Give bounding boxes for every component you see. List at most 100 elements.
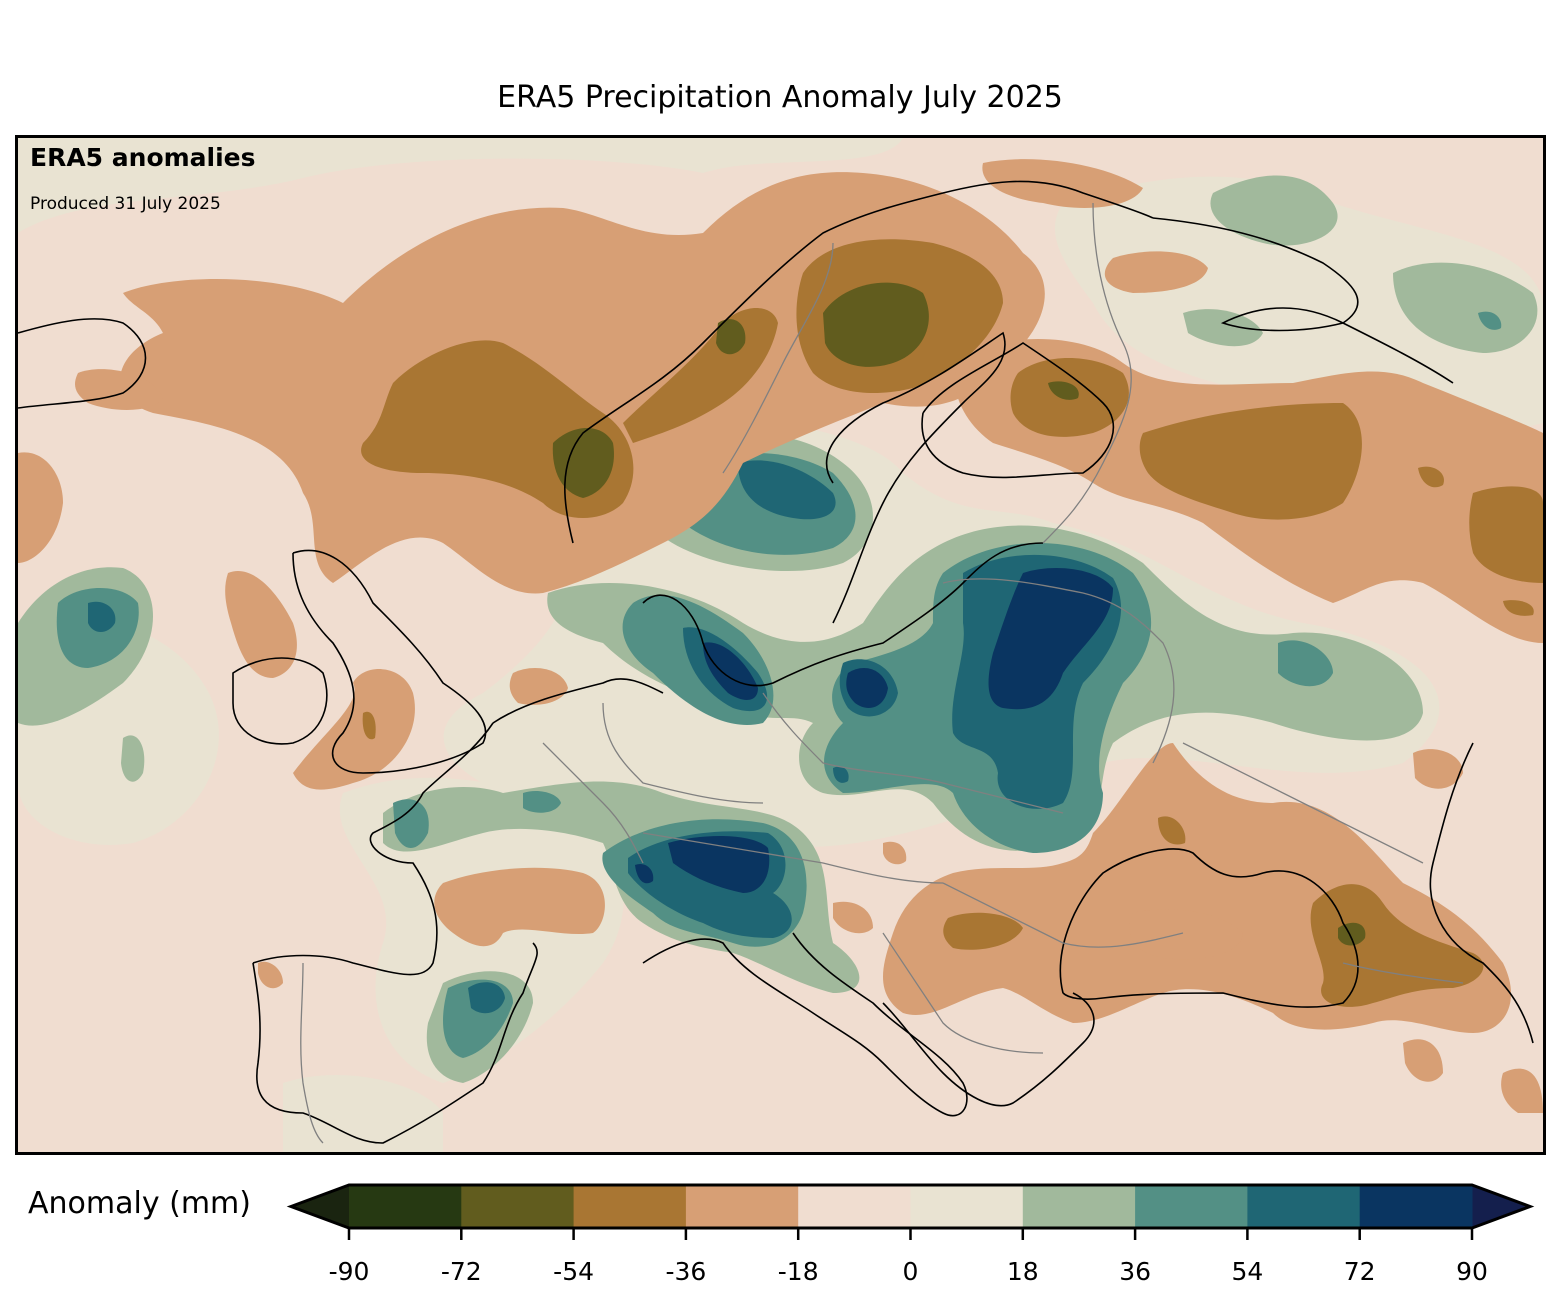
border: [1042, 202, 1132, 544]
contour-18-36: [1183, 309, 1263, 347]
contour-72-90: [635, 863, 654, 884]
colorbar-ticks: -90 -72 -54 -36 -18 0 18 36 54 72 90: [329, 1228, 1488, 1286]
contour-minus18-minus36: [982, 159, 1143, 208]
contour-0-18: [18, 138, 903, 233]
contour-minus36-minus54: [1139, 403, 1362, 520]
colorbar-bin: [685, 1185, 799, 1228]
colorbar-tick-label: -72: [441, 1257, 482, 1286]
contour-minus36-minus54: [1469, 486, 1543, 583]
colorbar-tick-label: -18: [778, 1257, 819, 1286]
contour-minus54-minus72: [716, 319, 746, 355]
coastline-black-sea: [1059, 848, 1359, 1008]
contour-minus54-minus72: [1338, 922, 1366, 946]
colorbar-bin: [798, 1185, 911, 1228]
contour-72-90: [846, 668, 888, 708]
border: [1342, 962, 1464, 984]
border: [882, 932, 1044, 1054]
contour-18-36: [121, 735, 145, 782]
contour-minus54-minus72: [823, 282, 929, 367]
colorbar-bin: [1135, 1185, 1248, 1228]
coastline-sweden: [825, 331, 1006, 624]
colorbar-tick-label: -90: [329, 1257, 370, 1286]
contour-minus18-minus36: [1403, 1039, 1443, 1082]
colorbar-bins: [286, 1183, 1535, 1230]
contour-minus36-minus54: [362, 711, 376, 740]
border: [722, 242, 834, 474]
contour-minus36-minus54: [943, 912, 1023, 950]
coastline-italy: [642, 932, 968, 1117]
colorbar-bin: [349, 1185, 462, 1228]
contour-minus54-minus72: [1048, 381, 1079, 400]
colorbar-outline: [286, 1183, 1535, 1230]
colorbar-bin: [461, 1185, 575, 1228]
border: [542, 742, 644, 864]
colorbar-extend-under: [291, 1185, 349, 1228]
coastline-russia-north: [1152, 217, 1454, 384]
contour-72-90: [988, 568, 1113, 710]
contour-minus36-minus54: [1418, 466, 1444, 488]
contour-54-72: [468, 982, 505, 1014]
anomaly-contours: [18, 138, 1543, 1152]
border: [942, 882, 1184, 948]
contour-minus18-minus36: [225, 571, 297, 678]
colorbar-bin: [1247, 1185, 1361, 1228]
contour-minus18-minus36: [1501, 1068, 1543, 1113]
annotation-produced-date: Produced 31 July 2025: [30, 194, 221, 214]
border: [300, 962, 324, 1144]
colorbar-tick-label: 90: [1456, 1257, 1488, 1286]
contour-minus36-minus54: [1503, 600, 1534, 616]
contour-minus54-minus72: [552, 428, 614, 498]
colorbar-tick-label: -36: [665, 1257, 706, 1286]
annotation-heading: ERA5 anomalies: [30, 143, 256, 172]
colorbar-tick-label: 54: [1231, 1257, 1263, 1286]
contour-minus18-minus36: [1413, 749, 1463, 789]
border: [762, 692, 1064, 814]
colorbar-tick-label: 0: [903, 1257, 919, 1286]
colorbar-tick-label: 36: [1119, 1257, 1151, 1286]
contour-54-72: [738, 460, 836, 520]
contour-minus18-minus36: [18, 452, 63, 563]
contour-minus18-minus36: [883, 841, 907, 865]
colorbar-bin: [1022, 1185, 1136, 1228]
colorbar-bin: [910, 1185, 1024, 1228]
contour-36-54: [523, 791, 561, 813]
coastline-caspian: [1429, 742, 1534, 1044]
border: [1182, 742, 1424, 864]
coastline-iceland: [18, 318, 147, 409]
coastline-norway: [564, 180, 1154, 544]
coastline-britain: [292, 549, 487, 774]
colorbar-label: Anomaly (mm): [28, 1186, 251, 1221]
border: [642, 832, 944, 884]
coastline-finland: [921, 342, 1115, 479]
contour-0-18: [1054, 176, 1543, 432]
chart-title: ERA5 Precipitation Anomaly July 2025: [497, 80, 1063, 115]
contour-36-54: [1278, 640, 1333, 687]
contour-36-54: [393, 799, 429, 848]
contour-minus18-minus36: [1104, 251, 1208, 293]
contour-minus18-minus36: [833, 901, 873, 934]
contour-36-54: [1478, 311, 1502, 330]
border: [602, 702, 764, 804]
contour-minus18-minus36: [258, 961, 283, 989]
colorbar-tick-label: 72: [1344, 1257, 1376, 1286]
contour-minus18-minus36: [1129, 909, 1243, 960]
coastline-netherlands-france: [252, 678, 664, 976]
contour-minus18-minus36: [434, 867, 605, 947]
colorbar-bin: [1359, 1185, 1473, 1228]
anomaly-map: [18, 138, 1543, 1152]
colorbar-bin: [573, 1185, 687, 1228]
colorbar-extend-over: [1472, 1185, 1530, 1228]
coastline-iberia: [252, 942, 538, 1144]
contour-minus18-minus36: [293, 669, 415, 790]
contour-54-72: [88, 601, 116, 632]
contour-minus36-minus54: [1310, 884, 1484, 1007]
contour-72-90: [703, 642, 758, 700]
map-panel: [15, 135, 1546, 1155]
coastlines: [18, 180, 1534, 1144]
coastline-balkans: [882, 992, 1095, 1107]
contour-18-36: [1210, 175, 1338, 246]
colorbar-tick-label: 18: [1007, 1257, 1039, 1286]
contour-minus36-minus54: [1158, 816, 1186, 845]
border: [942, 578, 1175, 764]
colorbar-tick-label: -54: [553, 1257, 594, 1286]
